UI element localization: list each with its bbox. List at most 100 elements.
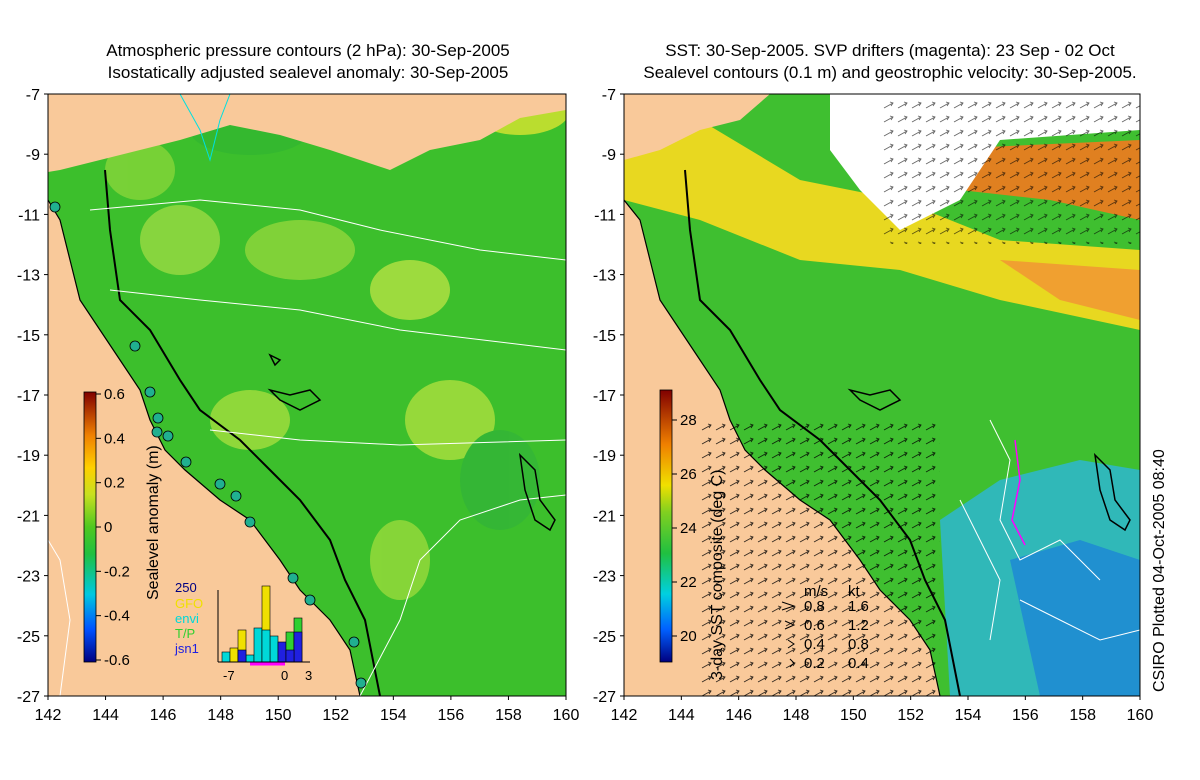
velocity-legend-ms: 0.2	[804, 655, 825, 672]
left-lon-tick: 150	[265, 707, 292, 724]
velocity-legend-kt: 1.6	[848, 598, 869, 615]
right-lon-tick: 156	[1012, 707, 1039, 724]
left-lon-tick: 148	[207, 707, 234, 724]
left-colorbar-tick: 0.4	[104, 430, 125, 447]
left-colorbar-label: Sealevel anomaly (m)	[145, 445, 162, 600]
hist-xtick-2: 3	[305, 668, 312, 683]
right-lon-tick: 144	[668, 707, 695, 724]
left-lat-tick: -13	[17, 268, 40, 285]
left-colorbar-tick: -0.6	[104, 652, 130, 669]
left-colorbar-tick: -0.2	[104, 563, 130, 580]
right-lat-tick: -7	[602, 87, 616, 104]
right-lon-tick: 160	[1127, 707, 1154, 724]
hist-xtick-0: -7	[223, 668, 235, 683]
left-lat-tick: -9	[26, 147, 40, 164]
hist-legend-gfo: GFO	[175, 596, 203, 611]
left-lon-tick: 160	[553, 707, 580, 724]
right-lat-tick: -17	[593, 388, 616, 405]
left-lat-tick: -15	[17, 328, 40, 345]
right-lon-tick: 154	[955, 707, 982, 724]
right-lat-tick: -23	[593, 569, 616, 586]
right-lat-tick: -25	[593, 629, 616, 646]
right-colorbar-tick: 22	[680, 574, 697, 591]
right-colorbar-label: 3-day SST composite (deg C)	[709, 470, 726, 680]
right-lon-tick: 152	[897, 707, 924, 724]
velocity-legend-ms: 0.6	[804, 617, 825, 634]
left-colorbar-tick: 0.2	[104, 475, 125, 492]
right-lat-tick: -11	[594, 207, 616, 224]
left-lat-tick: -21	[17, 508, 40, 525]
plot-credit: CSIRO Plotted 04-Oct-2005 08:40	[1151, 449, 1168, 692]
left-lat-tick: -11	[18, 207, 40, 224]
right-colorbar-tick: 20	[680, 628, 697, 645]
velocity-legend-header-kt: kt	[848, 583, 861, 600]
velocity-legend: m/s kt 0.8 1.6 0.6 1.2 0.4 0.8 0.2 0.4	[781, 583, 869, 672]
hist-legend-tp: T/P	[175, 626, 195, 641]
right-drifter-track	[1011, 439, 1026, 546]
right-lon-tick: 146	[725, 707, 752, 724]
right-orange-band	[1000, 260, 1140, 320]
hist-legend-jsn1: jsn1	[174, 641, 199, 656]
right-map	[624, 94, 1140, 696]
right-sealevel-contours	[959, 419, 1140, 641]
left-lon-tick: 146	[150, 707, 177, 724]
left-lat-tick: -25	[17, 629, 40, 646]
right-islands	[847, 388, 1131, 532]
left-title-line2: Isostatically adjusted sealevel anomaly:…	[107, 63, 509, 82]
left-lat-tick: -27	[17, 689, 40, 706]
right-cold-water	[1010, 540, 1140, 696]
right-lon-tick: 158	[1069, 707, 1096, 724]
left-lat-tick: -23	[17, 569, 40, 586]
right-lat-tick: -21	[593, 508, 616, 525]
right-velocity-vectors-north	[880, 94, 1140, 244]
right-title-line2: Sealevel contours (0.1 m) and geostrophi…	[643, 63, 1137, 82]
right-colorbar: 28 26 24 22 20 3-day SST composite (deg C)	[659, 389, 726, 680]
left-title: Atmospheric pressure contours (2 hPa): 3…	[48, 40, 568, 84]
right-lat-tick: -15	[593, 328, 616, 345]
velocity-legend-arrow	[787, 639, 795, 649]
left-tide-gauges	[49, 201, 367, 689]
left-lon-tick: 158	[495, 707, 522, 724]
hist-count-label: 250	[175, 580, 197, 595]
right-png-land	[624, 94, 770, 160]
right-lat-tick: -13	[593, 268, 616, 285]
left-map	[48, 94, 566, 696]
velocity-legend-arrow	[789, 658, 795, 668]
left-colorbar: 0.6 0.4 0.2 0 -0.2 -0.4 -0.6 Sealevel anomaly …	[83, 386, 162, 669]
left-anomaly-blobs	[105, 94, 566, 600]
right-lat-tick: -9	[602, 147, 616, 164]
left-colorbar-tick: 0.6	[104, 386, 125, 403]
left-pressure-contours	[48, 199, 566, 696]
right-lon-tick: 148	[783, 707, 810, 724]
left-lat-tick: -17	[17, 388, 40, 405]
left-title-line1: Atmospheric pressure contours (2 hPa): 3…	[106, 41, 510, 60]
right-colorbar-ramp	[659, 389, 673, 663]
hist-legend-envi: envi	[175, 611, 199, 626]
right-velocity-vectors	[700, 420, 940, 696]
left-colorbar-ramp	[83, 391, 97, 663]
left-png-land	[48, 94, 566, 172]
left-australia-land	[48, 200, 360, 696]
right-colorbar-tick: 28	[680, 412, 697, 429]
velocity-legend-kt: 1.2	[848, 617, 869, 634]
velocity-legend-ms: 0.8	[804, 598, 825, 615]
left-colorbar-tick: 0	[104, 519, 112, 536]
right-lat-tick: -19	[593, 448, 616, 465]
left-lon-tick: 154	[380, 707, 407, 724]
left-lon-tick: 152	[322, 707, 349, 724]
left-cyan-contour	[179, 94, 231, 162]
velocity-legend-kt: 0.4	[848, 655, 869, 672]
left-shelf-contour	[104, 169, 381, 696]
left-islands	[267, 353, 556, 532]
right-title-line1: SST: 30-Sep-2005. SVP drifters (magenta)…	[665, 41, 1115, 60]
right-lat-tick: -27	[593, 689, 616, 706]
velocity-legend-arrow	[781, 601, 796, 611]
velocity-legend-ms: 0.4	[804, 636, 825, 653]
right-lon-tick: 150	[840, 707, 867, 724]
right-colorbar-tick: 24	[680, 520, 697, 537]
velocity-legend-header-ms: m/s	[804, 583, 828, 600]
left-lon-tick: 156	[438, 707, 465, 724]
left-lon-tick: 142	[35, 707, 62, 724]
